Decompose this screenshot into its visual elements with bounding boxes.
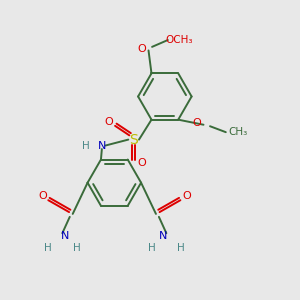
Text: N: N [61,231,70,241]
Text: O: O [38,191,47,201]
Text: N: N [159,231,168,241]
Text: N: N [98,140,106,151]
Text: H: H [148,243,155,253]
Text: H: H [73,243,81,253]
Text: H: H [177,243,185,253]
Text: S: S [129,133,138,147]
Text: H: H [44,243,51,253]
Text: O: O [138,158,146,168]
Text: H: H [82,140,90,151]
Text: O: O [104,117,113,127]
Text: O: O [182,191,190,201]
Text: O: O [193,118,201,128]
Text: CH₃: CH₃ [229,127,248,137]
Text: OCH₃: OCH₃ [165,35,193,45]
Text: O: O [138,44,146,54]
